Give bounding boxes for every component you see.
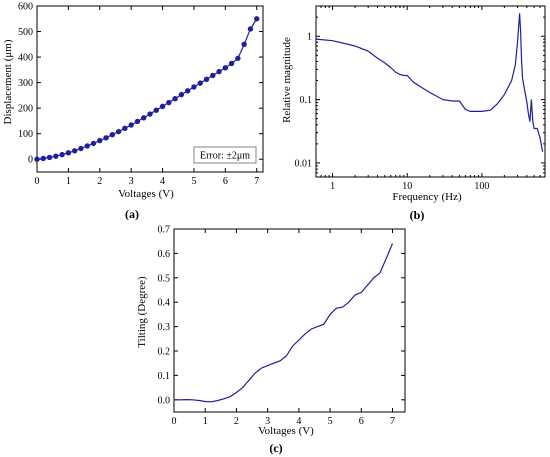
data-point xyxy=(84,143,90,149)
data-point xyxy=(103,135,109,141)
y-tick-label: 600 xyxy=(18,2,33,13)
x-tick-label: 0 xyxy=(172,416,177,427)
x-tick-label: 4 xyxy=(160,176,165,187)
data-point xyxy=(222,65,229,71)
y-tick-label: 0.1 xyxy=(300,95,313,106)
series-line xyxy=(174,243,394,403)
data-point xyxy=(46,154,53,161)
chart-c-xlabel: Voltages (V) xyxy=(258,425,314,437)
x-tick-label: 1 xyxy=(66,176,71,187)
chart-b-ylabel: Relative magnitude xyxy=(281,37,293,123)
data-point xyxy=(159,103,166,110)
chart-a-caption: (a) xyxy=(125,207,139,221)
y-tick-label: 0.2 xyxy=(158,347,171,358)
x-tick-label: 3 xyxy=(265,416,270,427)
data-point xyxy=(178,91,185,98)
chart-a-xlabel: Voltages (V) xyxy=(118,188,174,200)
y-tick-label: 400 xyxy=(18,53,33,64)
data-point xyxy=(184,88,191,94)
y-tick-label: 100 xyxy=(18,129,33,140)
chart-b-xlabel: Frequency (Hz) xyxy=(392,191,462,203)
data-point xyxy=(122,125,128,132)
data-point xyxy=(203,76,210,82)
x-tick-label: 7 xyxy=(254,176,259,187)
data-point xyxy=(191,84,197,90)
data-point xyxy=(166,99,172,106)
data-point xyxy=(153,107,159,113)
x-tick-label: 10 xyxy=(402,181,412,192)
y-tick-label: 0.0 xyxy=(158,395,171,406)
x-tick-label: 0 xyxy=(35,176,40,187)
y-tick-label: 0.01 xyxy=(295,158,313,169)
data-point xyxy=(210,72,216,79)
data-point xyxy=(141,115,147,121)
annotation-box xyxy=(193,146,257,164)
y-tick-label: 500 xyxy=(18,27,33,38)
y-tick-label: 0.5 xyxy=(158,273,171,284)
x-tick-label: 7 xyxy=(390,416,395,427)
data-point xyxy=(172,96,178,102)
chart-a-ylabel: Displacement (μm) xyxy=(2,39,14,124)
y-tick-label: 0 xyxy=(28,155,33,166)
x-tick-label: 2 xyxy=(97,176,102,187)
plot-frame xyxy=(36,5,264,173)
chart-b-caption: (b) xyxy=(410,208,425,222)
y-tick-label: 300 xyxy=(18,78,33,89)
x-tick-label: 1 xyxy=(203,416,208,427)
x-tick-label: 6 xyxy=(223,176,228,187)
data-point xyxy=(115,128,122,135)
x-tick-label: 2 xyxy=(234,416,239,427)
y-tick-label: 0.3 xyxy=(158,322,171,333)
data-point xyxy=(235,55,241,62)
data-point xyxy=(147,111,153,117)
x-tick-label: 3 xyxy=(129,176,134,187)
plot-frame xyxy=(315,5,546,178)
y-tick-label: 0.1 xyxy=(158,371,171,382)
x-tick-label: 6 xyxy=(359,416,364,427)
data-point xyxy=(53,153,59,159)
x-tick-label: 4 xyxy=(296,416,301,427)
plot-frame xyxy=(173,228,406,413)
y-tick-label: 0.7 xyxy=(158,225,171,236)
annotation-text: Error: ±2μm xyxy=(200,151,250,162)
data-point xyxy=(241,41,247,48)
data-point xyxy=(34,156,40,162)
chart-a: Displacement (μm) Voltages (V) (a) 0 1 2 3 4… xyxy=(2,2,264,221)
chart-c: Tilting (Degree) Voltages (V) (c) 0 1 2 3 4 5… xyxy=(136,225,406,455)
data-point xyxy=(109,132,116,138)
chart-c-ylabel: Tilting (Degree) xyxy=(136,276,148,348)
data-point xyxy=(97,137,103,144)
data-point xyxy=(71,148,78,154)
y-tick-label: 0.6 xyxy=(158,249,171,260)
x-tick-label: 100 xyxy=(474,181,489,192)
y-tick-label: 1 xyxy=(307,32,312,43)
data-point xyxy=(216,68,222,75)
data-point xyxy=(90,140,97,147)
data-point xyxy=(228,60,235,67)
data-point xyxy=(40,155,46,162)
data-point xyxy=(128,122,134,128)
series-line xyxy=(36,18,258,160)
data-point xyxy=(59,151,65,158)
series-line xyxy=(315,13,544,152)
x-tick-label: 5 xyxy=(191,176,196,187)
data-point xyxy=(247,26,254,32)
y-tick-label: 0.4 xyxy=(158,298,171,309)
data-point xyxy=(197,80,203,86)
y-tick-label: 200 xyxy=(18,104,33,115)
data-point xyxy=(65,150,72,156)
x-tick-label: 5 xyxy=(328,416,333,427)
data-point xyxy=(254,16,260,22)
data-point xyxy=(78,145,84,152)
chart-b: Relative magnitude Frequency (Hz) (b) 1 1… xyxy=(281,5,546,222)
x-tick-label: 1 xyxy=(330,181,335,192)
data-point xyxy=(134,118,141,125)
chart-c-caption: (c) xyxy=(269,441,282,455)
